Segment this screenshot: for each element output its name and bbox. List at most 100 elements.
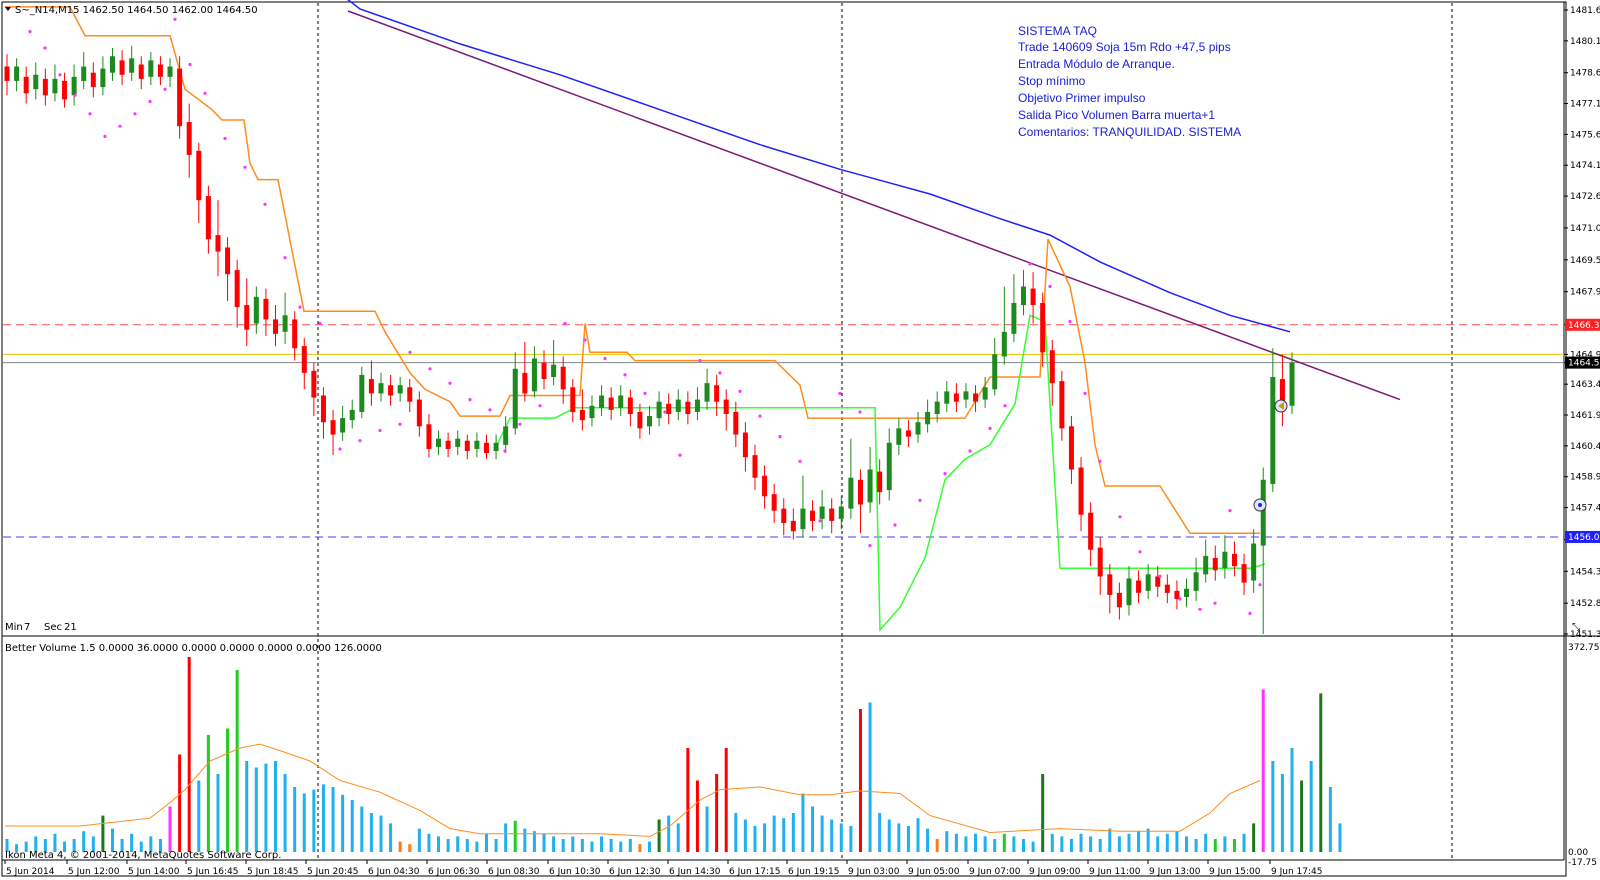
volume-bar [235,670,239,852]
candle-bear [570,387,576,412]
volume-bar [437,836,441,852]
candle-bear [62,80,68,100]
volume-bar [1261,689,1265,852]
psar-dot [718,371,722,375]
volume-bar [945,831,949,852]
candle-bear [1231,553,1237,567]
psar-dot [408,350,412,354]
volume-bar [72,839,76,852]
volume-bar [331,787,335,852]
candle-bear [234,270,240,308]
psar-dot [118,124,122,128]
psar-dot [1048,284,1052,289]
volume-bar [763,823,767,852]
volume-bar [149,836,153,852]
candle-bull [167,66,173,77]
volume-tick-zero: 0.00 [1568,848,1588,858]
volume-bar [993,839,997,852]
candle-bear [263,298,269,320]
volume-bar [743,819,747,852]
volume-bar [542,833,546,852]
chart-shift-icon[interactable]: ⤡ [1572,622,1580,633]
volume-bar [494,839,498,852]
volume-bar [504,823,508,852]
candle-bull [109,56,115,73]
candle-bear [637,411,643,429]
volume-bar [245,761,249,852]
psar-dot [203,91,207,95]
volume-bar [15,844,19,852]
psar-dot [283,256,287,260]
volume-bar [868,702,872,852]
candle-bull [531,358,537,392]
candle-bull [800,508,806,530]
psar-dot [698,359,702,363]
volume-bar [1050,833,1054,852]
psar-dot [758,414,762,418]
volume-bar [321,784,325,852]
psar-dot [503,449,507,453]
volume-bar [1309,761,1313,852]
candle-bear [1059,381,1065,429]
volume-bar [600,836,604,852]
annotation-line: Entrada Módulo de Arranque. [1018,57,1175,71]
psar-dot [858,410,862,414]
candle-bear [119,60,125,75]
candle-bull [1020,286,1026,306]
psar-dot [148,99,152,104]
volume-bar [1108,828,1112,852]
entry-marker-dot [1258,503,1262,507]
candle-bull [867,469,873,503]
volume-bar [1165,833,1169,852]
time-tick-label: 6 Jun 10:30 [549,867,601,877]
psar-dot [918,498,922,502]
volume-bar [446,839,450,852]
timer-sec-value: 21 [64,622,77,633]
volume-bar [839,823,843,852]
volume-bar [369,813,373,852]
psar-dot [1248,611,1252,616]
volume-bar [475,841,479,852]
psar-dot [263,202,267,206]
candle-bear [215,235,221,252]
candle-bear [42,78,48,96]
candle-bear [1040,302,1046,353]
volume-bar [1194,839,1198,852]
time-tick-label: 9 Jun 13:00 [1149,867,1201,877]
volume-bar [110,828,114,852]
volume-bar [619,841,623,852]
volume-bar [734,813,738,852]
time-tick-label: 5 Jun 20:45 [307,867,358,877]
candle-bull [359,374,365,412]
psar-dot [103,134,107,138]
price-axis: 1481.65 1480.15 1478.60 1477.10 1475.60 1474.… [1564,6,1600,640]
price-tick-label: 1458.95 [1570,473,1600,483]
time-tick-label: 5 Jun 2014 [6,867,55,877]
price-tick-label: 1464.90 [1570,350,1600,360]
psar-dot [893,523,897,527]
volume-bar [312,789,316,852]
time-tick-label: 5 Jun 12:00 [68,867,120,877]
psar-dot [223,136,227,141]
volume-bar [523,828,527,852]
candle-bear [1164,584,1170,593]
time-tick-label: 9 Jun 07:00 [969,867,1021,877]
time-axis: 5 Jun 2014 5 Jun 12:00 5 Jun 14:00 5 Jun 16… [4,860,1322,877]
chart-menu-arrow-icon[interactable] [5,7,11,11]
psar-dot [1258,583,1262,587]
candle-bull [349,409,355,421]
psar-dot [73,93,77,97]
psar-dot [88,112,92,116]
volume-bar [561,839,565,852]
candle-bear [608,397,614,410]
candle-bear [311,370,317,398]
volume-bar [1012,836,1016,852]
psar-dot [538,404,542,408]
psar-dot [678,453,682,457]
price-tick-label: 1469.50 [1570,256,1600,266]
volume-bar [1213,839,1217,852]
candle-bull [934,401,940,415]
volume-bar [1060,836,1064,852]
psar-dot [378,428,382,433]
psar-dot [563,321,567,326]
